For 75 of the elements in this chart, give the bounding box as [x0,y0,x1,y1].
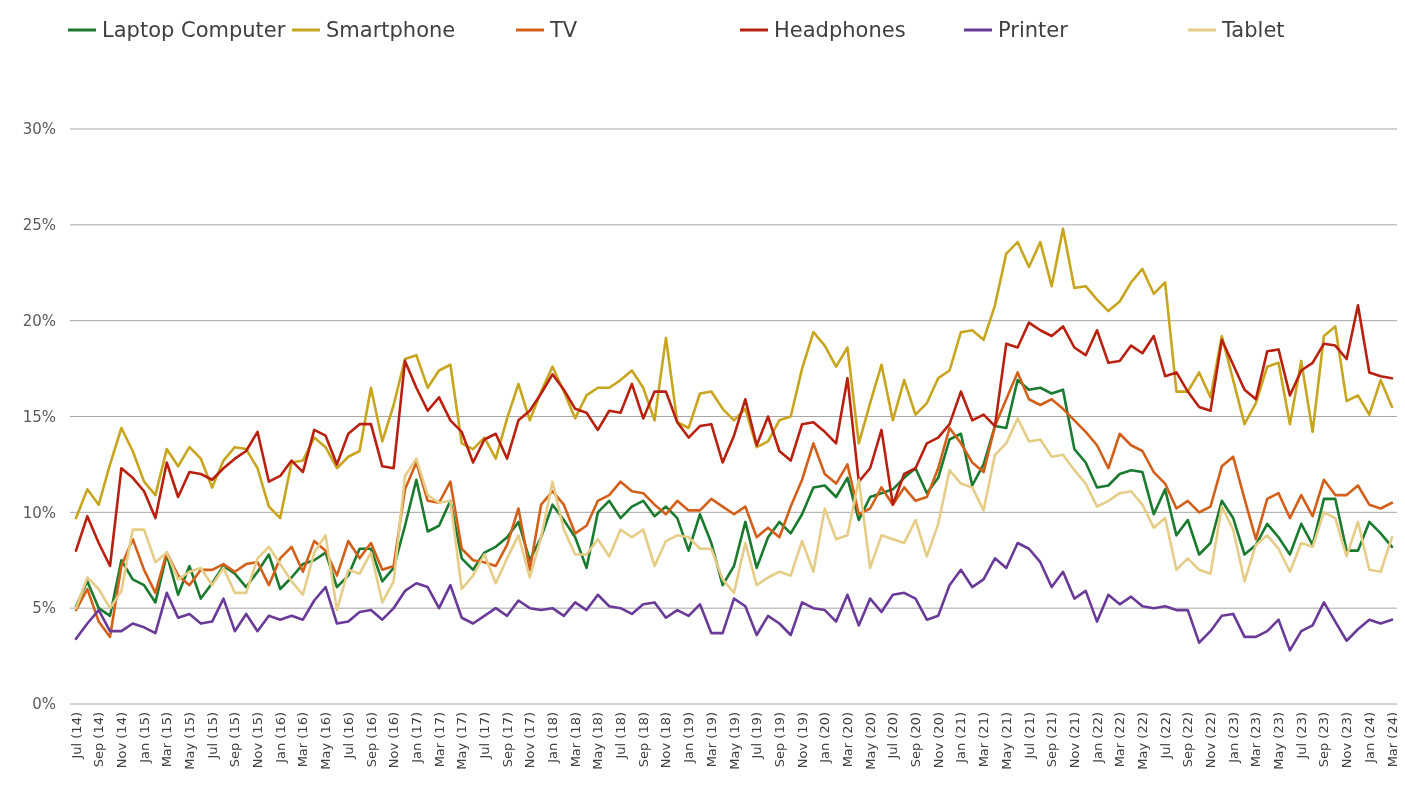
legend-label: Laptop Computer [102,18,286,43]
x-tick-label: Jan (23) [1225,712,1241,764]
x-tick-label: Jul (22) [1157,712,1173,760]
x-tick-label: Nov (16) [386,712,402,769]
legend-label: Smartphone [326,18,456,43]
legend-label: Printer [998,18,1069,43]
x-tick-label: Mar (19) [703,712,719,768]
x-tick-label: Sep (21) [1044,712,1060,768]
legend-label: TV [549,18,578,43]
x-tick-label: Mar (23) [1248,712,1264,768]
line-series [74,227,1394,520]
x-tick-label: Sep (14) [91,712,107,768]
legend-label: Tablet [1221,18,1285,43]
x-tick-label: May (15) [182,712,197,770]
x-tick-label: Sep (23) [1316,712,1332,768]
y-tick-label: 30% [22,120,56,139]
y-tick-label: 25% [22,216,56,235]
x-tick-label: Nov (20) [930,712,946,769]
x-tick-label: Sep (20) [908,712,924,768]
line-series [74,304,1394,568]
x-tick-label: Jul (16) [340,712,356,760]
x-tick-label: Mar (18) [567,712,583,768]
y-tick-label: 15% [22,407,56,426]
x-tick-label: Jan (15) [136,712,152,764]
x-tick-label: Mar (17) [431,712,447,768]
x-tick-label: Mar (15) [159,712,175,768]
x-tick-label: May (20) [862,712,878,770]
x-tick-label: Jan (22) [1089,712,1105,764]
x-tick-label: Sep (16) [363,712,379,768]
x-tick-label: Jan (21) [953,712,969,764]
y-tick-label: 0% [32,695,56,714]
x-tick-label: Sep (18) [635,712,651,768]
x-tick-label: Sep (19) [771,712,787,768]
x-tick-label: Jul (19) [749,712,765,760]
x-tick-label: Mar (16) [295,712,311,768]
x-tick-label: Sep (22) [1180,712,1196,768]
x-tick-label: Mar (22) [1112,712,1128,768]
x-tick-label: Jul (14) [68,712,84,760]
x-tick-label: Nov (23) [1339,712,1355,769]
x-tick-label: Jan (18) [545,712,561,764]
y-tick-label: 10% [22,503,56,522]
x-tick-label: Mar (21) [976,712,992,768]
x-tick-label: Jan (19) [681,712,697,764]
x-tick-label: Jul (18) [613,712,629,760]
x-tick-label: May (22) [1134,712,1150,770]
x-tick-label: May (17) [454,712,470,770]
x-tick-label: Jan (24) [1361,712,1377,764]
x-tick-label: Jul (20) [885,712,901,760]
x-tick-label: Nov (14) [113,712,129,769]
x-tick-label: Sep (17) [499,712,515,768]
x-tick-label: Sep (15) [227,712,243,768]
legend-label: Headphones [774,18,906,43]
x-tick-label: Nov (17) [522,712,538,769]
x-tick-label: Jan (16) [272,712,288,764]
x-tick-label: May (18) [590,712,606,770]
x-tick-label: May (16) [318,712,334,770]
x-tick-label: Jan (20) [817,712,833,764]
x-tick-label: May (21) [998,712,1014,770]
x-tick-label: Nov (19) [794,712,810,769]
x-tick-label: May (23) [1271,712,1287,770]
x-tick-label: Nov (18) [658,712,674,769]
y-tick-label: 20% [22,311,56,330]
line-series [74,541,1394,652]
x-tick-label: Nov (21) [1066,712,1082,769]
x-tick-label: Nov (22) [1203,712,1219,769]
line-series [74,417,1394,612]
x-tick-label: Jan (17) [408,712,424,764]
y-tick-label: 5% [32,599,56,618]
x-tick-label: Jul (23) [1293,712,1309,760]
x-tick-label: Mar (20) [840,712,855,768]
x-tick-label: May (19) [726,712,742,770]
x-tick-label: Jul (17) [476,712,492,760]
x-tick-label: Jul (21) [1021,712,1037,760]
x-tick-label: Jul (15) [204,712,220,760]
x-tick-label: Nov (15) [250,712,266,769]
